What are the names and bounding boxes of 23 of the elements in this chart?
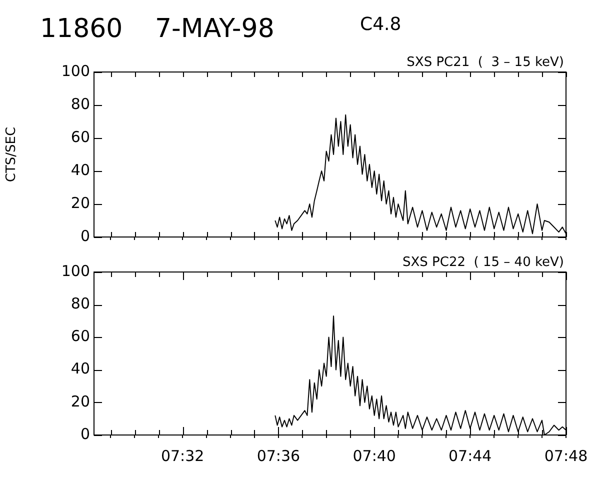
y-tick-label: 20 (70, 194, 90, 212)
text: SXS PC21 ( 3 – 15 keV) (406, 54, 564, 70)
y-axis-title: CTS/SEC (4, 126, 20, 182)
y-tick-label: 40 (70, 160, 90, 179)
chart-title: 11860 (40, 14, 123, 44)
text: C4.8 (360, 14, 402, 35)
y-tick-label: 40 (70, 360, 90, 378)
y-tick-label: 0 (80, 424, 90, 443)
x-tick-label: 07:48 (544, 446, 588, 465)
y-tick-label: 60 (70, 327, 90, 346)
y-tick-label: 80 (70, 294, 90, 312)
x-tick-label: 07:32 (160, 446, 204, 465)
x-tick-label: 07:36 (256, 446, 300, 465)
chart-subtitle: 7-MAY-98 (155, 14, 274, 44)
y-tick-label: 80 (70, 94, 90, 113)
text: SXS PC22 ( 15 – 40 keV) (402, 254, 564, 270)
x-tick-label: 07:40 (352, 446, 396, 465)
y-tick-label: 100 (61, 62, 90, 80)
y-tick-label: 0 (80, 226, 90, 245)
y-tick-label: 100 (61, 262, 90, 280)
y-tick-label: 20 (70, 392, 90, 410)
y-tick-label: 60 (70, 128, 90, 146)
x-tick-label: 07:44 (448, 446, 492, 465)
